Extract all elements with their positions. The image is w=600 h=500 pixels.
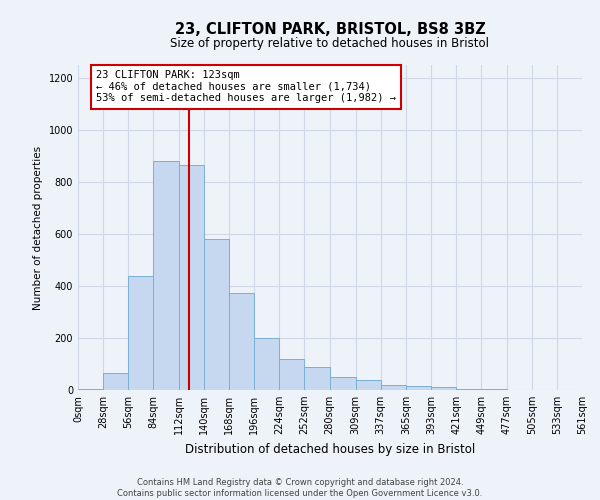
Bar — [204, 239, 229, 390]
Bar — [229, 292, 254, 390]
Text: Size of property relative to detached houses in Bristol: Size of property relative to detached ho… — [170, 38, 490, 51]
Bar — [431, 388, 456, 390]
Text: Contains HM Land Registry data © Crown copyright and database right 2024.
Contai: Contains HM Land Registry data © Crown c… — [118, 478, 482, 498]
Text: 23, CLIFTON PARK, BRISTOL, BS8 3BZ: 23, CLIFTON PARK, BRISTOL, BS8 3BZ — [175, 22, 485, 38]
Bar — [406, 386, 431, 390]
Y-axis label: Number of detached properties: Number of detached properties — [33, 146, 43, 310]
Bar — [304, 366, 329, 390]
Bar — [456, 389, 481, 390]
Bar — [329, 377, 356, 390]
Bar — [103, 373, 128, 390]
Bar — [279, 359, 304, 390]
Bar — [179, 165, 204, 390]
Bar — [356, 380, 381, 390]
Bar — [78, 388, 103, 390]
X-axis label: Distribution of detached houses by size in Bristol: Distribution of detached houses by size … — [185, 442, 475, 456]
Bar — [154, 161, 179, 390]
Text: 23 CLIFTON PARK: 123sqm
← 46% of detached houses are smaller (1,734)
53% of semi: 23 CLIFTON PARK: 123sqm ← 46% of detache… — [96, 70, 396, 103]
Bar — [128, 276, 154, 390]
Bar — [254, 338, 279, 390]
Bar — [381, 385, 406, 390]
